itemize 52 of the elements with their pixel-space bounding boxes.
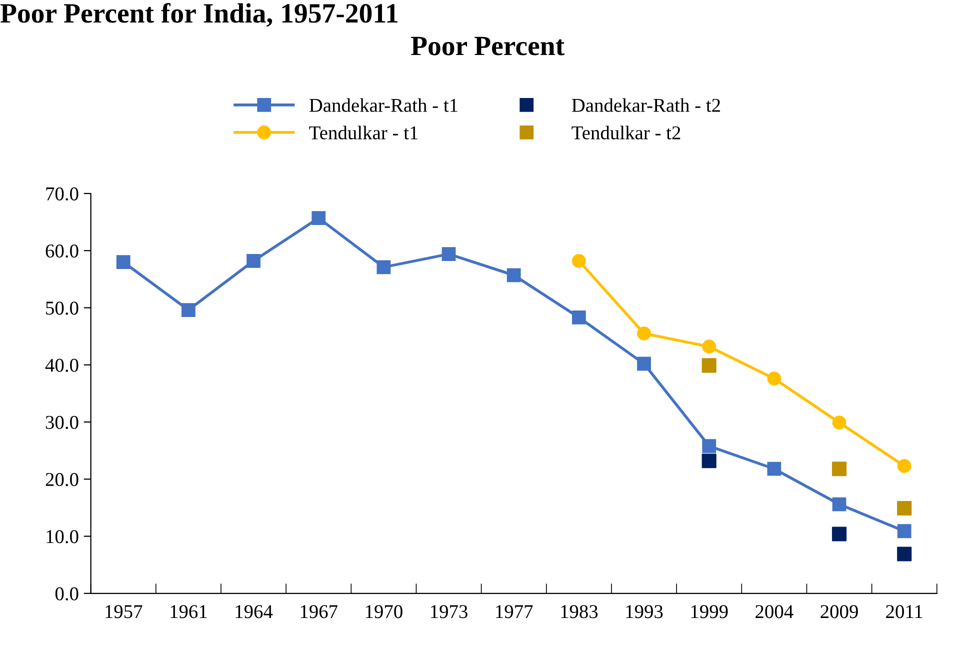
point (702, 358, 716, 373)
point (246, 254, 260, 268)
point (506, 268, 521, 282)
legend-label: Tendulkar - t2 (572, 126, 680, 140)
point (897, 459, 912, 473)
x-tick-label: 1999 (691, 605, 728, 618)
point (767, 462, 782, 476)
x-tick-label: 1967 (300, 605, 338, 618)
point (897, 500, 912, 516)
x-tick-label: 1970 (366, 605, 402, 618)
point (572, 254, 586, 268)
legend-label: Dandekar-Rath - t1 (309, 98, 458, 112)
x-tick-label: 2009 (820, 605, 858, 618)
point (312, 211, 326, 226)
x-tick-label: 2004 (756, 605, 794, 618)
point (376, 260, 391, 274)
chart-subtitle: Poor Percent (411, 36, 564, 56)
point (702, 340, 716, 354)
y-tick-label: 70.0 (46, 187, 78, 201)
chart-title: Poor Percent for India, 1957-2011 (0, 2, 398, 27)
point (832, 462, 847, 476)
point (442, 247, 456, 261)
point (181, 303, 196, 317)
y-tick-label: 60.0 (46, 244, 78, 258)
point (832, 526, 847, 542)
point (702, 454, 716, 468)
point (637, 356, 651, 371)
y-tick-label: 10.0 (46, 530, 78, 544)
y-tick-label: 40.0 (45, 358, 78, 372)
point (897, 524, 912, 538)
point (832, 497, 846, 512)
y-tick-label: 20.0 (46, 472, 78, 486)
x-tick-label: 1957 (106, 605, 142, 618)
x-tick-label: 1993 (626, 605, 663, 618)
point (897, 546, 912, 562)
y-tick-label: 30.0 (46, 416, 78, 430)
point (637, 326, 651, 340)
x-tick-label: 1983 (561, 605, 598, 618)
y-tick-label: 0.0 (55, 587, 78, 600)
point (702, 439, 716, 453)
y-tick-label: 50.0 (46, 302, 78, 315)
x-tick-label: 1961 (170, 605, 207, 618)
legend-label: Dandekar-Rath - t2 (572, 98, 720, 112)
x-tick-label: 2011 (886, 605, 922, 618)
point (767, 372, 782, 386)
point (832, 416, 846, 430)
legend-label: Tendulkar - t1 (309, 126, 418, 140)
point (572, 310, 586, 324)
x-tick-label: 1964 (236, 605, 273, 618)
x-tick-label: 1973 (431, 605, 468, 618)
x-tick-label: 1977 (496, 605, 533, 618)
point (116, 255, 130, 269)
